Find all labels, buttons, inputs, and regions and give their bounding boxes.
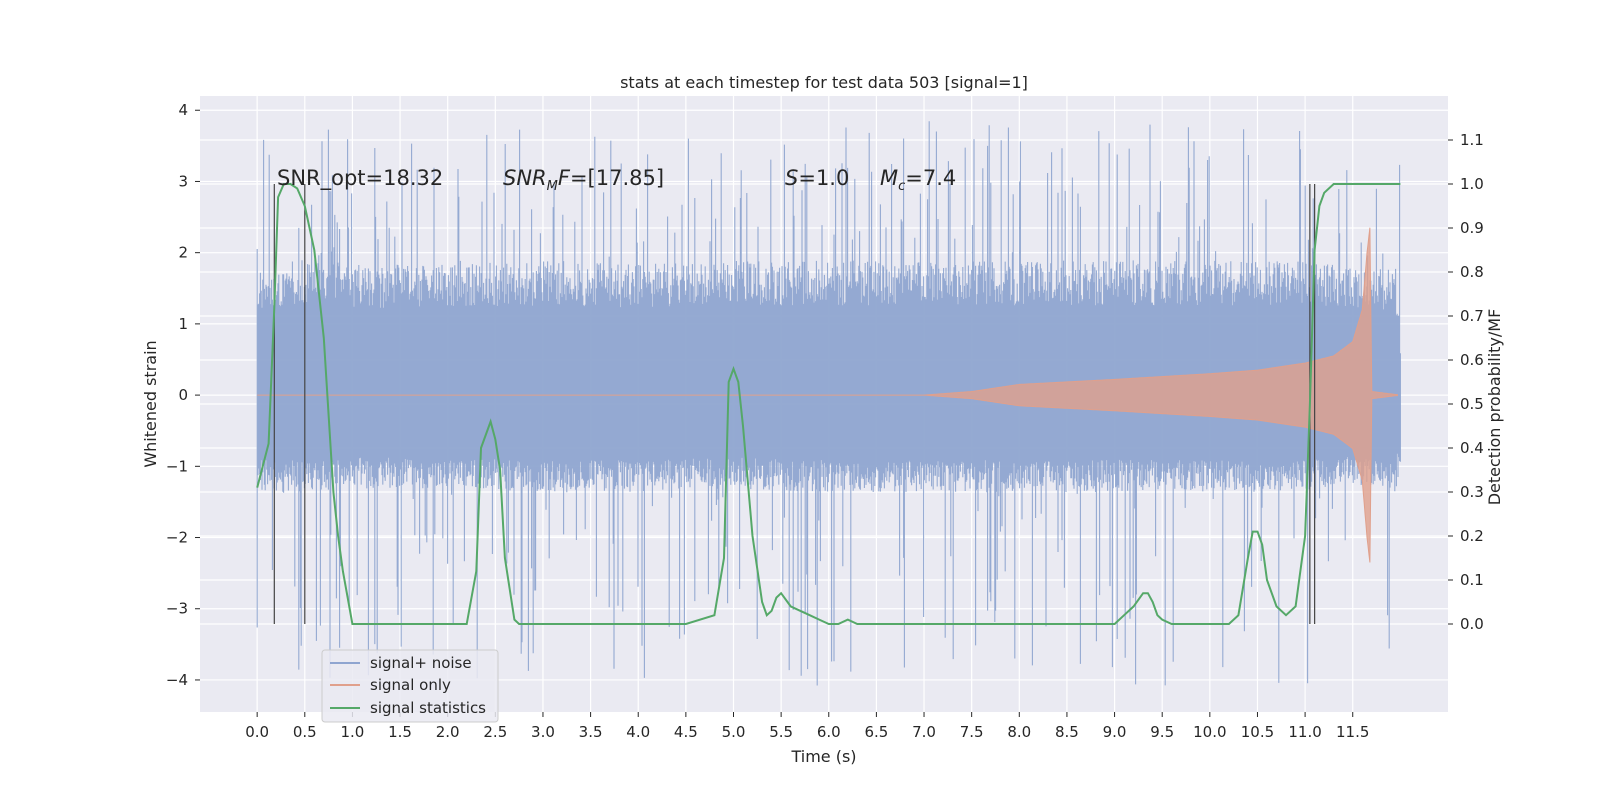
chart-title: stats at each timestep for test data 503… xyxy=(620,73,1028,92)
y-tick-label-right: 0.9 xyxy=(1460,219,1484,237)
x-tick-label: 0.0 xyxy=(245,723,269,741)
x-tick-label: 9.0 xyxy=(1103,723,1127,741)
y-tick-label-left: 4 xyxy=(178,101,188,119)
x-tick-label: 10.5 xyxy=(1241,723,1274,741)
x-tick-label: 3.5 xyxy=(579,723,603,741)
y-tick-label-left: −3 xyxy=(166,600,188,618)
signal-statistics-series xyxy=(256,183,1401,625)
x-tick-label: 7.0 xyxy=(912,723,936,741)
annotation-snr-opt: SNR_opt=18.32 xyxy=(277,166,443,191)
y-tick-label-left: −4 xyxy=(166,671,188,689)
x-tick-label: 8.5 xyxy=(1055,723,1079,741)
y-tick-label-right: 0.6 xyxy=(1460,351,1484,369)
vertical-markers xyxy=(273,184,1316,624)
y-tick-label-left: 2 xyxy=(178,244,188,262)
x-tick-label: 9.5 xyxy=(1150,723,1174,741)
x-tick-label: 6.5 xyxy=(864,723,888,741)
legend-label-signal-statistics: signal statistics xyxy=(370,699,486,717)
legend-box xyxy=(321,649,499,723)
legend: signal+ noise signal only signal statist… xyxy=(321,649,499,723)
x-tick-label: 2.5 xyxy=(483,723,507,741)
x-tick-label: 5.5 xyxy=(769,723,793,741)
y-tick-label-right: 0.3 xyxy=(1460,483,1484,501)
x-tick-label: 2.0 xyxy=(436,723,460,741)
y-tick-label-left: −2 xyxy=(166,529,188,547)
y-tick-label-left: −1 xyxy=(166,457,188,475)
signal-only-line xyxy=(257,227,1398,563)
x-tick-label: 8.0 xyxy=(1007,723,1031,741)
x-tick-label: 1.0 xyxy=(340,723,364,741)
x-tick-label: 10.0 xyxy=(1193,723,1226,741)
y-tick-label-left: 0 xyxy=(178,386,188,404)
x-tick-label: 6.0 xyxy=(817,723,841,741)
x-tick-label: 4.0 xyxy=(626,723,650,741)
y-tick-label-right: 0.8 xyxy=(1460,263,1484,281)
x-tick-label: 3.0 xyxy=(531,723,555,741)
legend-label-signal-noise: signal+ noise xyxy=(370,654,472,672)
y-tick-label-right: 0.0 xyxy=(1460,615,1484,633)
y-tick-label-right: 0.5 xyxy=(1460,395,1484,413)
x-axis-label: Time (s) xyxy=(790,747,856,766)
legend-label-signal-only: signal only xyxy=(370,676,451,694)
x-tick-label: 4.5 xyxy=(674,723,698,741)
annotations: SNR_opt=18.32 SNRMF=[17.85] S=1.0 Mc=7.4 xyxy=(277,166,956,194)
x-tick-label: 11.0 xyxy=(1288,723,1321,741)
x-tick-label: 7.5 xyxy=(960,723,984,741)
y-axis-label-right: Detection probability/MF xyxy=(1485,309,1504,506)
y-tick-label-right: 1.1 xyxy=(1460,131,1484,149)
annotation-snr-mf: SNRMF=[17.85] xyxy=(503,166,664,194)
y-tick-label-right: 1.0 xyxy=(1460,175,1484,193)
tick-labels: 0.0 0.5 1.0 1.5 2.0 2.5 3.0 3.5 4.0 4.5 5.0 5.5 6.0 6… xyxy=(166,101,1484,741)
annotation-mc: Mc=7.4 xyxy=(880,166,956,194)
y-tick-label-right: 0.1 xyxy=(1460,571,1484,589)
x-tick-label: 5.0 xyxy=(722,723,746,741)
y-tick-label-right: 0.7 xyxy=(1460,307,1484,325)
x-tick-label: 0.5 xyxy=(293,723,317,741)
y-tick-label-right: 0.2 xyxy=(1460,527,1484,545)
signal-only-series xyxy=(257,227,1398,563)
annotation-s: S=1.0 xyxy=(785,166,849,190)
y-tick-label-left: 1 xyxy=(178,315,188,333)
y-tick-label-right: 0.4 xyxy=(1460,439,1484,457)
signal-statistics-line xyxy=(256,183,1401,625)
y-tick-label-left: 3 xyxy=(178,172,188,190)
x-tick-label: 11.5 xyxy=(1336,723,1369,741)
y-axis-label-left: Whitened strain xyxy=(141,340,160,467)
x-tick-label: 1.5 xyxy=(388,723,412,741)
